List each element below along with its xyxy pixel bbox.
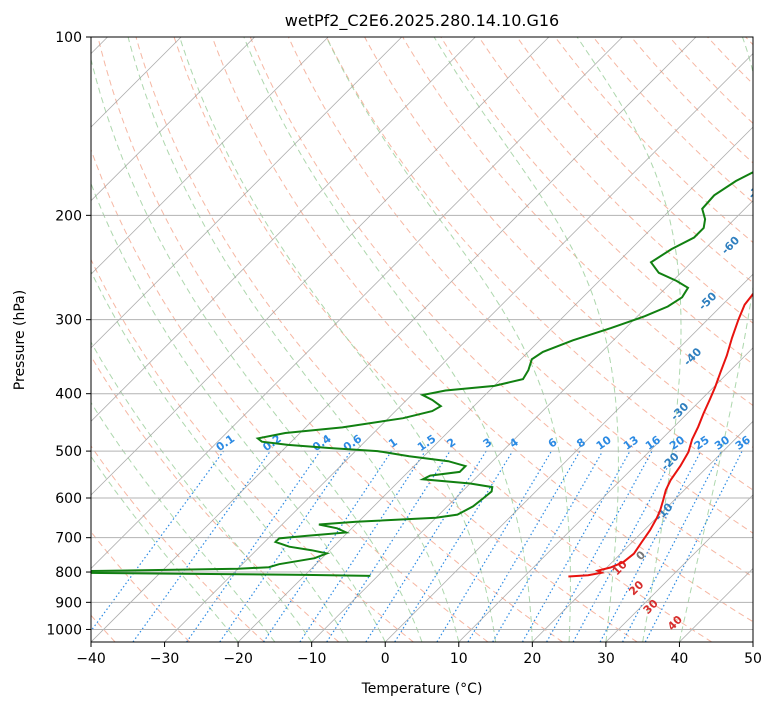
moist-adiabat-line: [179, 37, 497, 642]
isotherm-line: [164, 52, 753, 642]
isotherm-line: [91, 37, 255, 202]
y-tick-label: 300: [55, 313, 82, 329]
y-tick-label: 200: [55, 208, 82, 224]
isotherm-label: -70: [746, 178, 769, 201]
moist-adiabat-line: [127, 37, 460, 642]
moist-adiabat-line: [576, 37, 682, 642]
moist-adiabats: [91, 37, 753, 642]
moist-adiabat-line: [91, 182, 386, 642]
x-axis-label: Temperature (°C): [361, 681, 483, 697]
dry-adiabat-line: [211, 37, 753, 623]
moist-adiabat-line: [678, 37, 753, 642]
dewpoint-line: [91, 171, 753, 577]
dry-adiabat-line: [592, 37, 753, 204]
moist-adiabat-line: [91, 455, 239, 642]
mixing-ratio-line: [572, 450, 677, 642]
x-tick-label: 40: [671, 651, 689, 667]
moist-adiabat-line: [243, 37, 533, 642]
isotherm-line: [91, 37, 697, 642]
y-tick-label: 100: [55, 30, 82, 46]
x-tick-label: −30: [150, 651, 180, 667]
y-tick-label: 600: [55, 491, 82, 507]
x-tick-label: −40: [76, 651, 106, 667]
dry-adiabat-line: [135, 37, 638, 642]
mixing-ratio-line: [492, 450, 604, 642]
mixing-ratio-line: [186, 450, 321, 642]
x-tick-label: 0: [381, 651, 390, 667]
isotherm-line: [532, 420, 753, 642]
isotherm-line: [605, 494, 753, 642]
mixing-ratio-line: [436, 450, 552, 642]
y-tick-label: 1000: [46, 622, 82, 638]
dry-adiabat-line: [91, 258, 414, 642]
isotherm-line: [91, 37, 329, 275]
mixing-ratio-line: [521, 450, 631, 642]
y-axis-label: Pressure (hPa): [12, 290, 28, 390]
y-tick-label: 900: [55, 595, 82, 611]
x-tick-label: 50: [744, 651, 762, 667]
isotherm-line: [458, 347, 753, 642]
dry-adiabat-line: [478, 37, 753, 324]
dry-adiabat-line: [97, 37, 563, 642]
chart-title: wetPf2_C2E6.2025.280.14.10.G16: [285, 11, 559, 31]
moist-adiabat-line: [91, 57, 423, 642]
dry-adiabat-line: [326, 37, 753, 491]
x-tick-label: 20: [523, 651, 541, 667]
dry-adiabat-line: [249, 37, 753, 578]
mixing-ratio-line: [219, 450, 352, 642]
temperature-line: [568, 292, 753, 578]
x-tick-label: −20: [223, 651, 253, 667]
dry-adiabat-line: [402, 37, 753, 407]
isotherm-line: [237, 126, 753, 642]
dry-adiabat-line: [91, 445, 265, 642]
moist-adiabat-line: [325, 37, 571, 642]
dry-adiabat-line: [287, 37, 753, 534]
isotherm-line: [91, 37, 550, 496]
isotherm-line: [384, 273, 753, 642]
moist-adiabat-line: [433, 37, 619, 642]
x-axis: −40 −30 −20 −10 0 10 20 30 40 50: [76, 642, 762, 667]
y-tick-label: 500: [55, 444, 82, 460]
isotherm-line: [91, 37, 403, 349]
moist-adiabat-line: [91, 401, 276, 642]
isotherm-line: [91, 37, 623, 570]
y-tick-label: 400: [55, 387, 82, 403]
y-tick-label: 700: [55, 531, 82, 547]
x-tick-label: −10: [297, 651, 327, 667]
isotherms: [91, 37, 753, 642]
y-tick-label: 800: [55, 565, 82, 581]
mixing-ratio-line: [326, 450, 451, 642]
isotherm-line: [311, 200, 753, 642]
plot-frame: [90, 36, 754, 643]
dry-adiabat-line: [630, 37, 753, 164]
isobars: [91, 37, 753, 630]
x-tick-label: 10: [450, 651, 468, 667]
y-axis: 100 200 300 400 500 600 700 800 900 1000: [46, 30, 91, 638]
mixing-ratio-line: [394, 450, 514, 642]
mixing-ratio-line: [467, 450, 581, 642]
isotherm-line: [91, 37, 476, 422]
x-tick-label: 30: [597, 651, 615, 667]
